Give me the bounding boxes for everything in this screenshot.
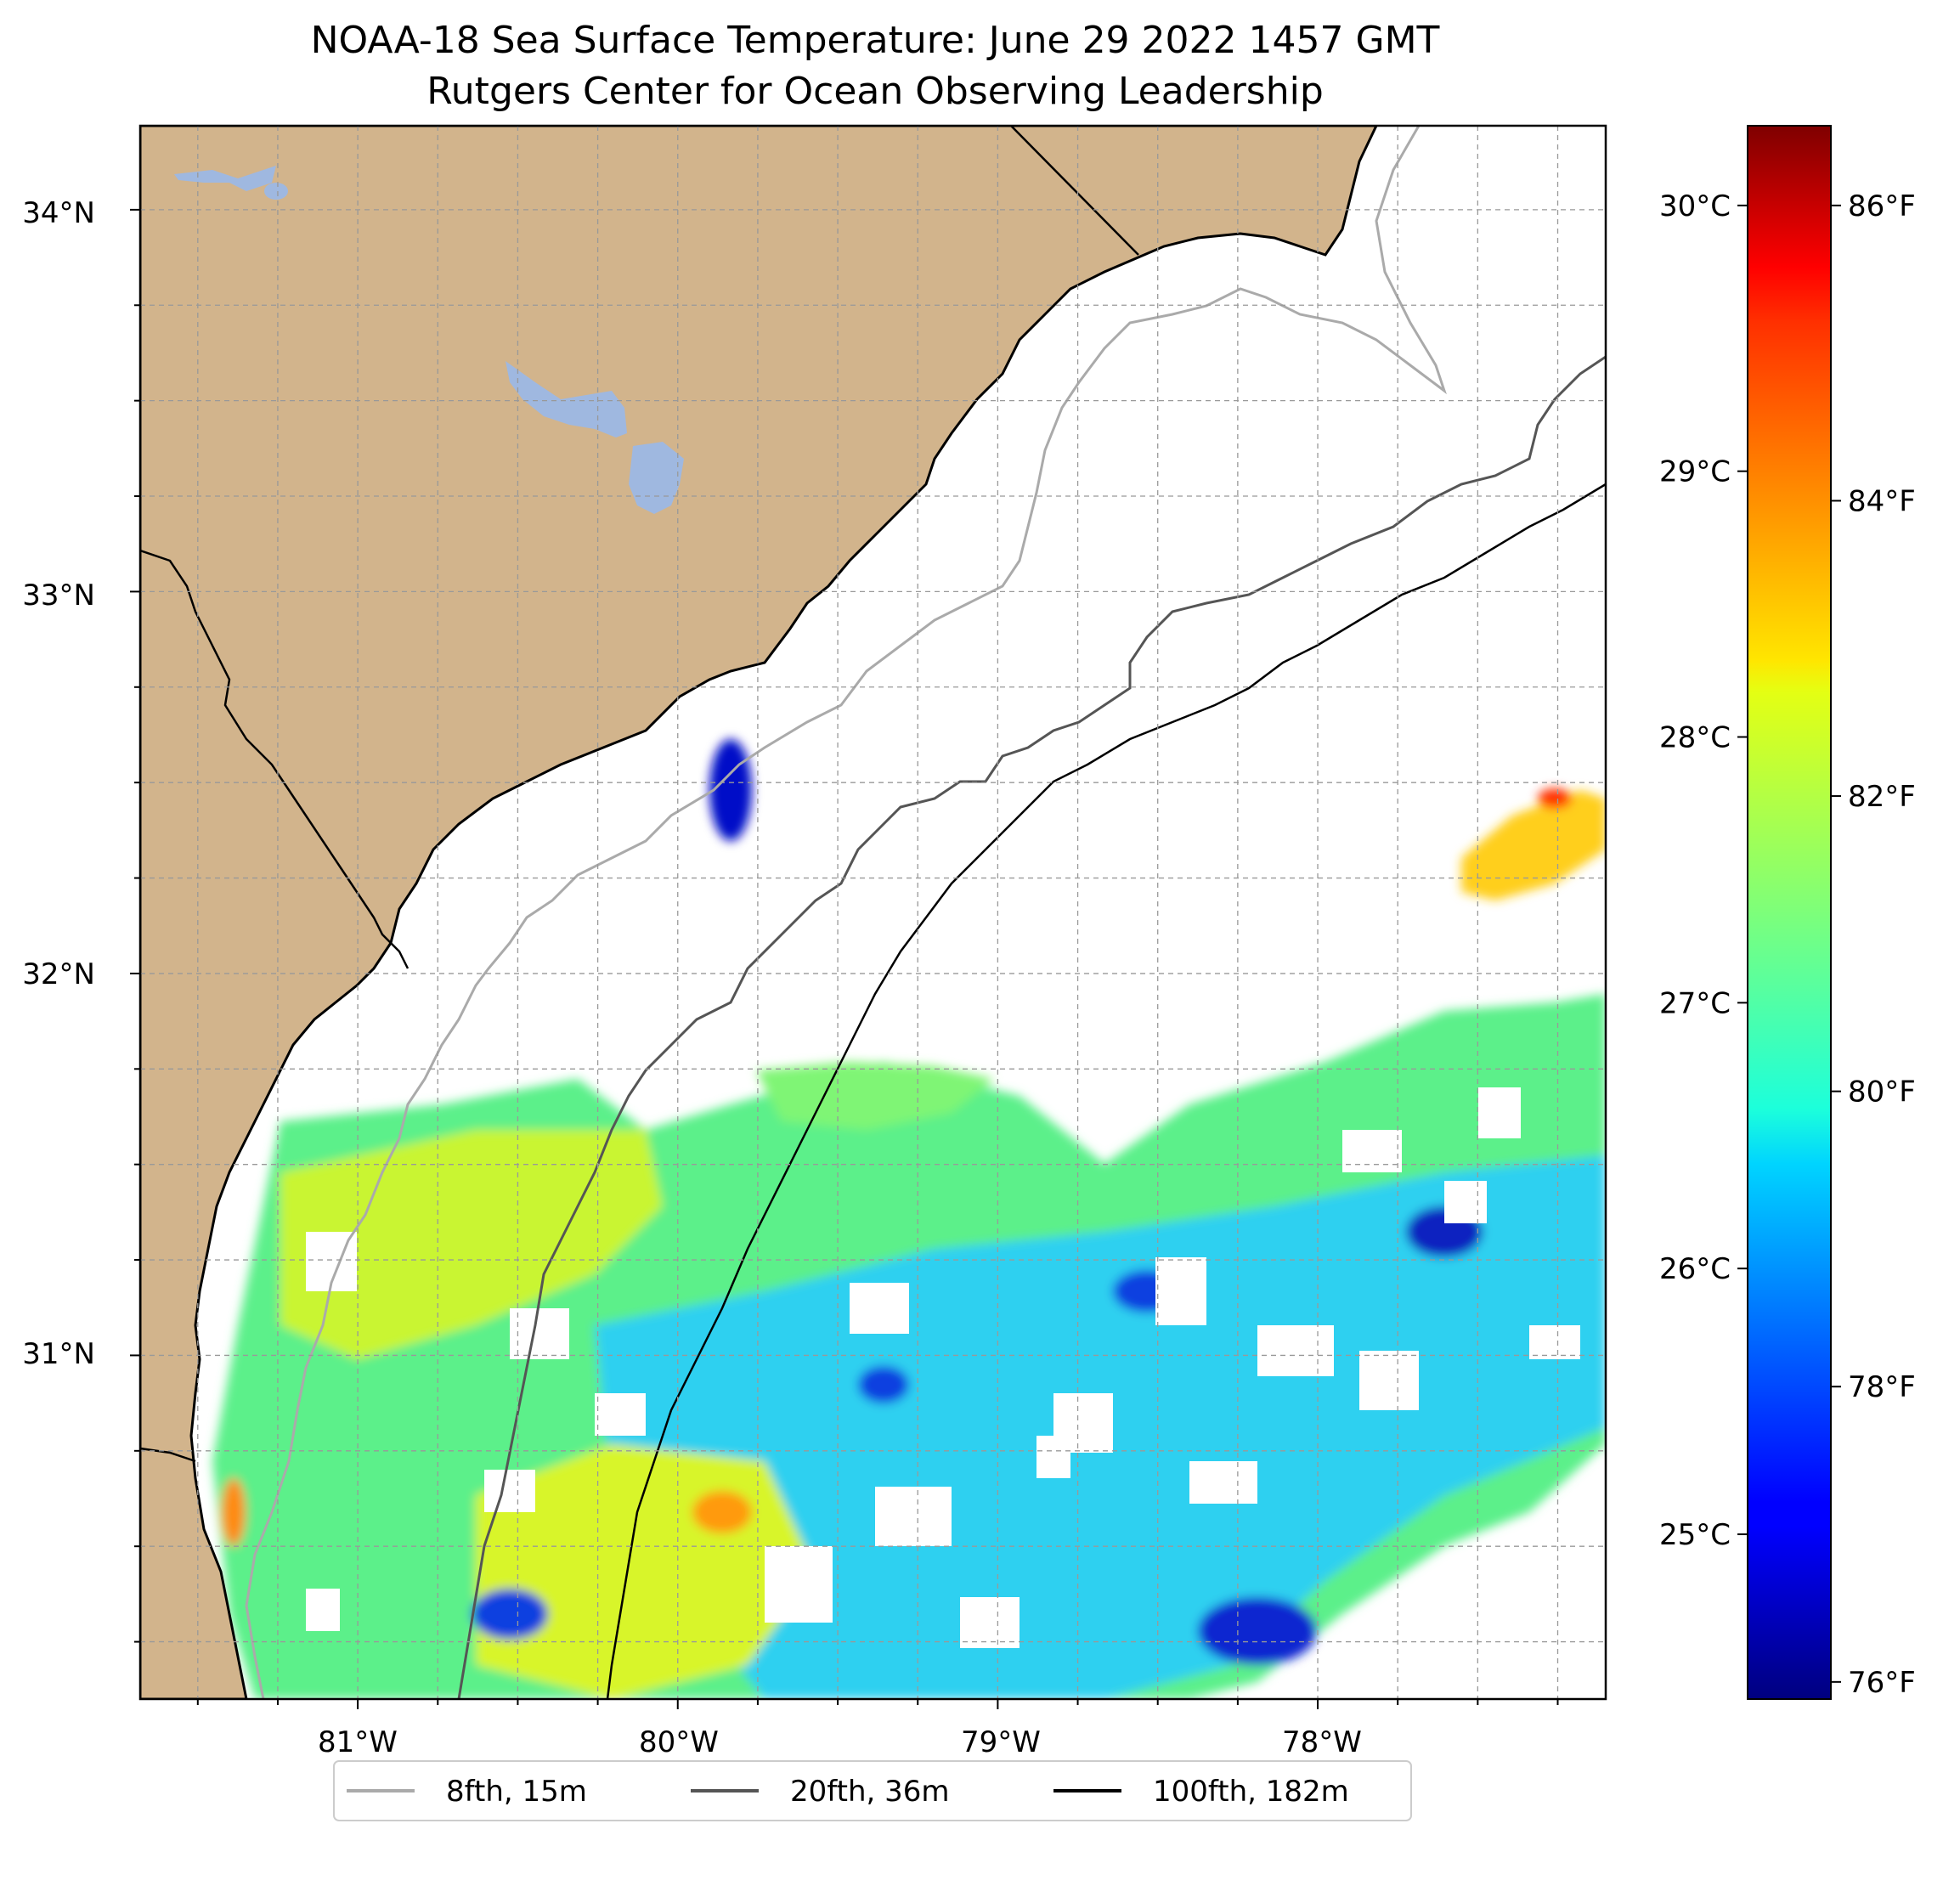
gridlines (140, 126, 1606, 1699)
lat-label: 33°N (22, 579, 95, 613)
fahrenheit-tick-label: 86°F (1848, 189, 1916, 223)
sst-cold-patch (858, 1366, 909, 1403)
lat-label: 31°N (22, 1337, 95, 1371)
celsius-ticks: 30°C 29°C 28°C 27°C 26°C 25°C (1659, 189, 1748, 1552)
map-frame (138, 124, 1607, 1701)
state-border-ga-fl (140, 1447, 196, 1463)
isobath-8fth (245, 126, 1447, 1699)
celsius-tick-label: 25°C (1659, 1518, 1731, 1552)
fahrenheit-tick-label: 76°F (1848, 1666, 1916, 1700)
legend-box (333, 1760, 1412, 1821)
longitude-labels: 81°W 80°W 79°W 78°W (318, 1725, 1362, 1759)
sst-field (212, 739, 1606, 1699)
sst-cold-patch (472, 1589, 548, 1640)
sst-cold-patch (709, 739, 752, 841)
sst-patch-ne-warm (1461, 790, 1606, 900)
title-line-2: Rutgers Center for Ocean Observing Leade… (426, 70, 1324, 113)
celsius-tick-label: 26°C (1659, 1252, 1731, 1286)
colorbar-gradient (1747, 125, 1832, 1700)
fahrenheit-tick-label: 80°F (1848, 1075, 1916, 1109)
colorbar: 30°C 29°C 28°C 27°C 26°C 25°C 86°F 84°F 82°F 80°… (1659, 125, 1916, 1700)
fahrenheit-ticks: 86°F 84°F 82°F 80°F 78°F 76°F (1831, 189, 1916, 1700)
isobath-100fth (606, 483, 1606, 1699)
fahrenheit-tick-label: 82°F (1848, 780, 1916, 814)
sst-warm-patch (692, 1491, 752, 1533)
lake-north (174, 166, 276, 191)
lake-small (264, 183, 288, 200)
lon-label: 80°W (639, 1725, 719, 1759)
celsius-tick-label: 30°C (1659, 189, 1731, 223)
title-line-1: NOAA-18 Sea Surface Temperature: June 29… (311, 19, 1440, 62)
celsius-tick-label: 27°C (1659, 986, 1731, 1020)
legend-label-8fth: 8fth, 15m (446, 1775, 587, 1809)
latitude-labels: 34°N 33°N 32°N 31°N (22, 196, 95, 1371)
sst-cold-patch (1198, 1597, 1317, 1665)
axis-ticks (130, 208, 1559, 1709)
lon-label: 81°W (318, 1725, 398, 1759)
lake-marion (506, 361, 627, 438)
sst-warm-patch (222, 1478, 246, 1546)
legend-label-100fth: 100fth, 182m (1153, 1775, 1349, 1809)
sst-warm-patch (1538, 788, 1572, 809)
lake-moultrie (629, 442, 684, 514)
legend-label-20fth: 20fth, 36m (790, 1775, 950, 1809)
state-border-sc-ga (140, 549, 410, 969)
lat-label: 34°N (22, 196, 95, 230)
map-panel (140, 126, 1606, 1699)
lon-label: 78°W (1282, 1725, 1362, 1759)
lat-label: 32°N (22, 957, 95, 991)
legend: 8fth, 15m 20fth, 36m 100fth, 182m (333, 1760, 1412, 1821)
celsius-tick-label: 28°C (1659, 721, 1731, 755)
lon-label: 79°W (961, 1725, 1041, 1759)
fahrenheit-tick-label: 84°F (1848, 484, 1916, 518)
no-data-gaps (306, 1087, 1580, 1648)
state-border-nc-sc (1010, 126, 1139, 256)
celsius-tick-label: 29°C (1659, 455, 1731, 489)
fahrenheit-tick-label: 78°F (1848, 1370, 1916, 1404)
